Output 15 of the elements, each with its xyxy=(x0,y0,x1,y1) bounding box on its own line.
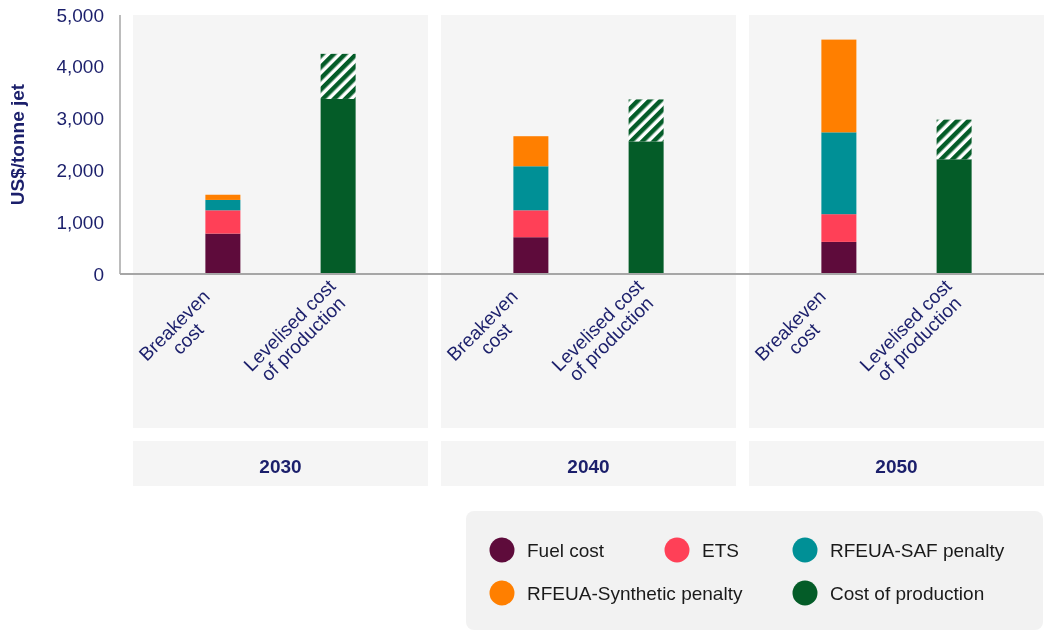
y-tick-label: 5,000 xyxy=(56,4,104,26)
legend-label: ETS xyxy=(702,539,739,561)
y-tick-label: 2,000 xyxy=(56,160,104,182)
y-tick-label: 0 xyxy=(93,263,104,285)
y-axis-title: US$/tonne jet xyxy=(7,83,28,206)
x-axis-title: 2030 xyxy=(259,455,302,477)
legend-label: Fuel cost xyxy=(527,539,605,561)
legend-label: Cost of production xyxy=(830,582,985,604)
y-tick-label: 1,000 xyxy=(56,211,104,233)
y-tick-label: 3,000 xyxy=(56,108,104,130)
y-tick-label: 4,000 xyxy=(56,56,104,78)
x-axis-title: 2050 xyxy=(875,455,918,477)
x-axis-title: 2040 xyxy=(567,455,610,477)
legend-label: RFEUA-Synthetic penalty xyxy=(527,582,743,604)
legend-label: RFEUA-SAF penalty xyxy=(830,539,1005,561)
